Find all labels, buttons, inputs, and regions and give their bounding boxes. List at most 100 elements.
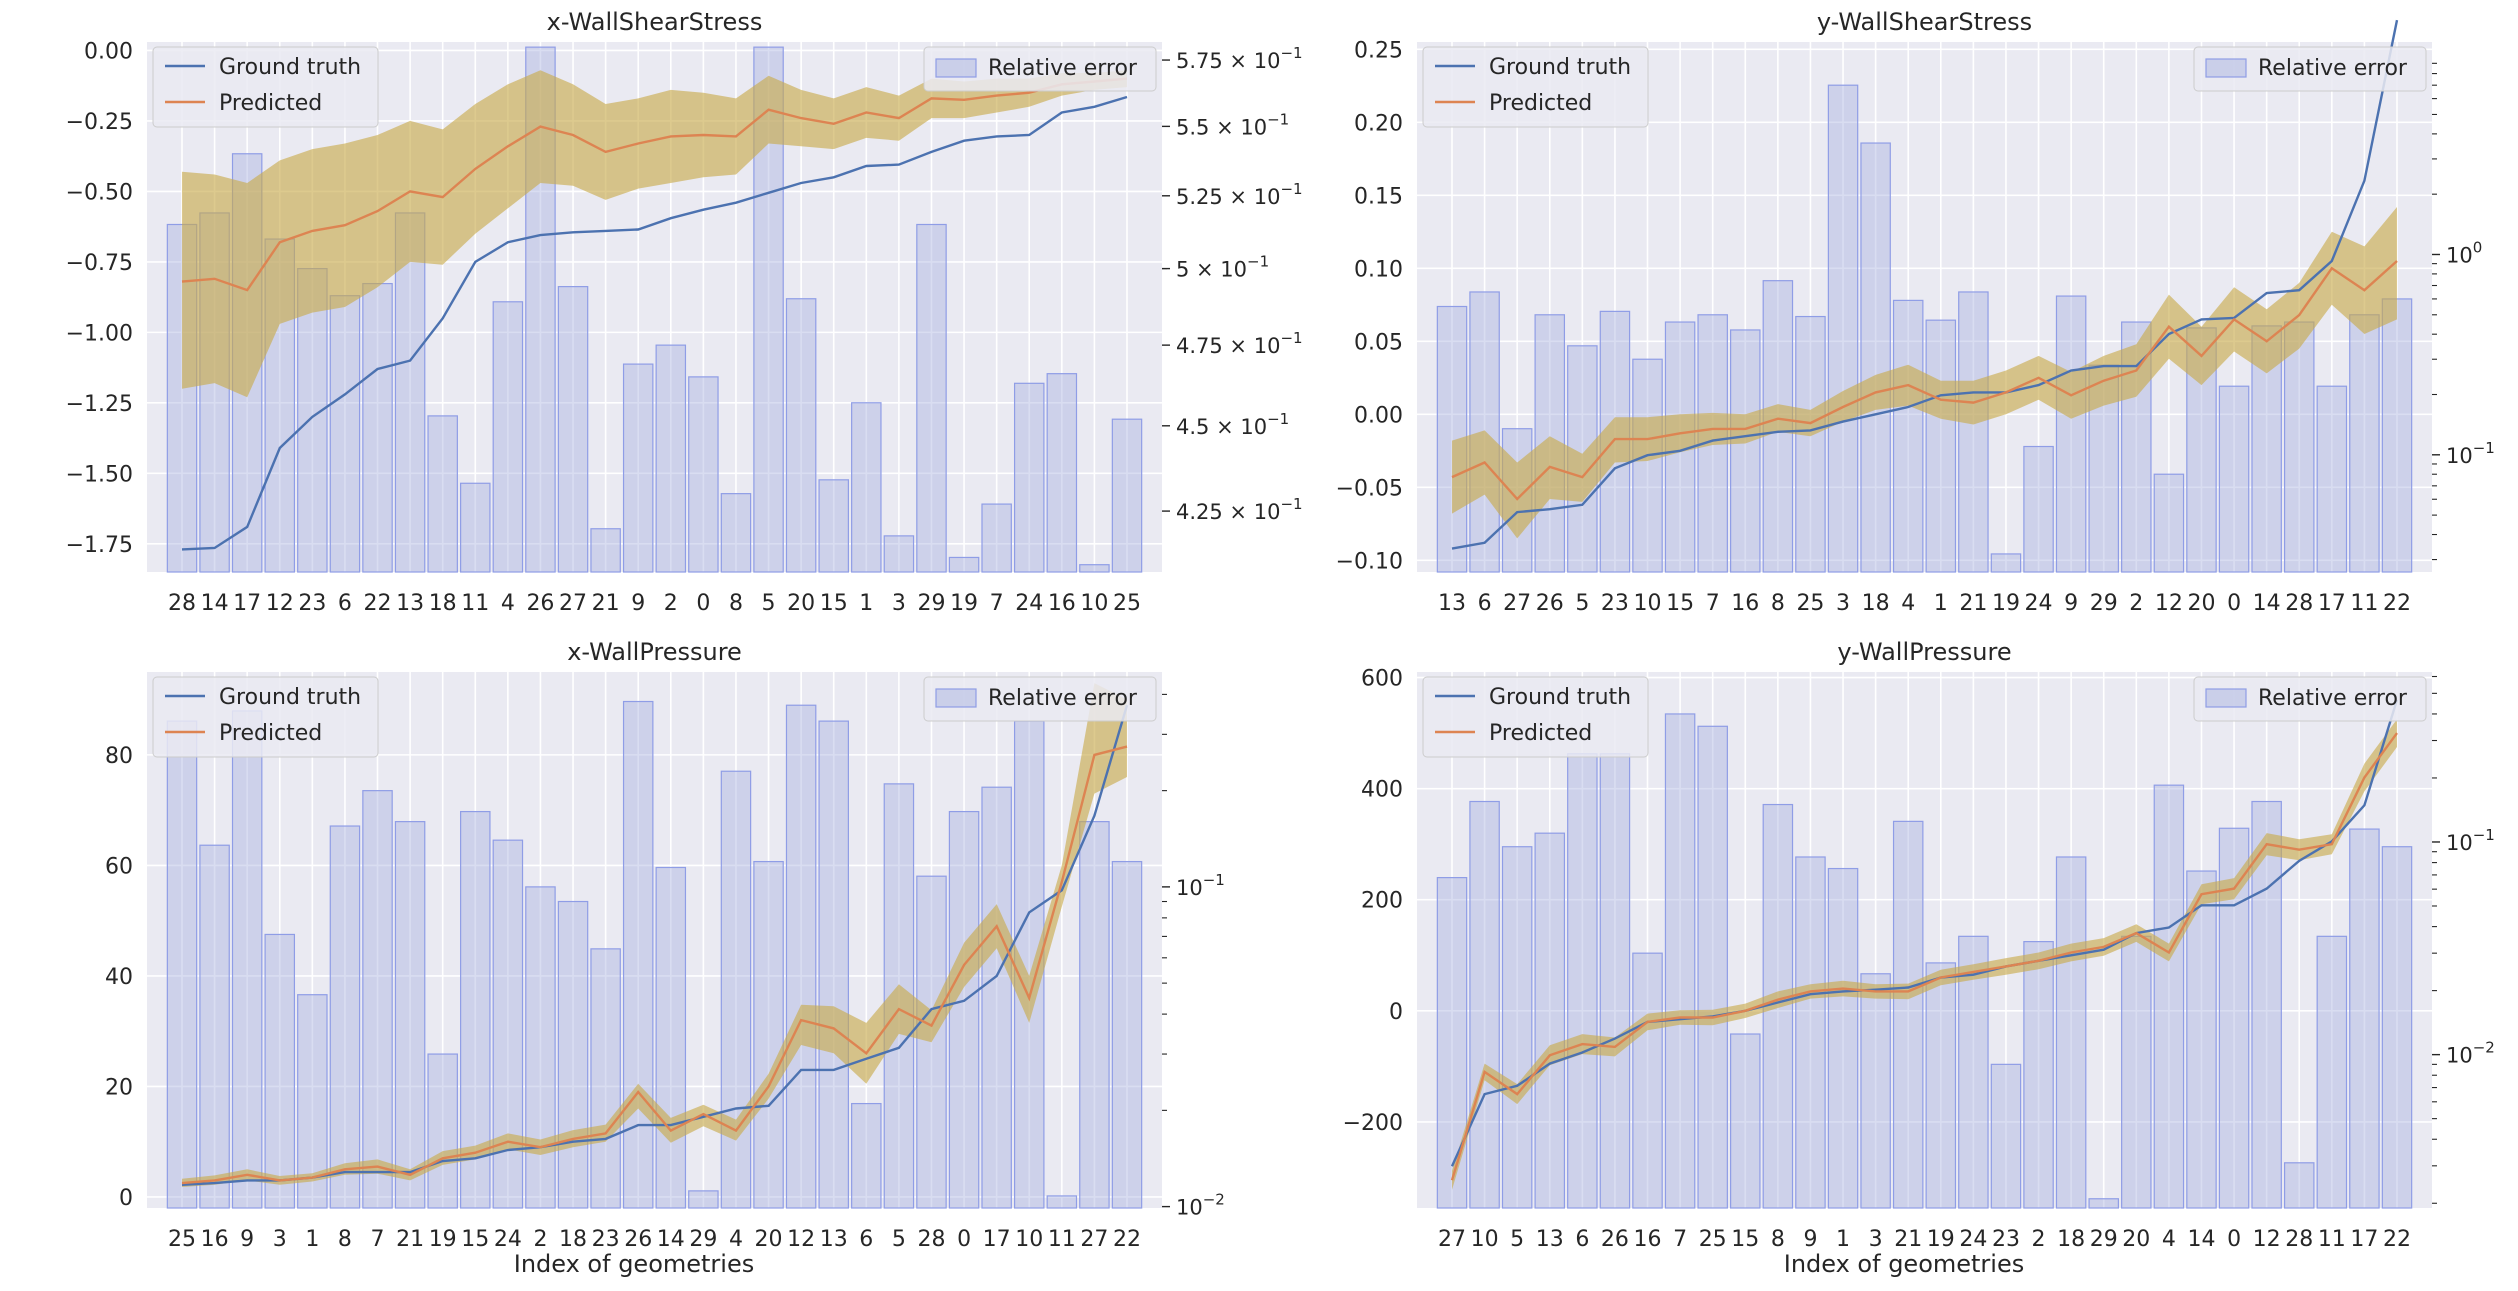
y-tick-label: 0.10 <box>1354 257 1403 282</box>
error-bar <box>1632 358 1663 573</box>
x-tick-label: 22 <box>1113 1227 1141 1252</box>
error-bar <box>394 821 426 1209</box>
x-tick-label: 23 <box>298 591 326 616</box>
error-bar <box>2153 784 2185 1209</box>
error-bar <box>1469 800 1500 1209</box>
x-tick-label: 12 <box>2155 591 2183 616</box>
error-bar <box>1795 315 1826 573</box>
y2-tick-exponent: −1 <box>2473 439 2495 457</box>
x-tick-label: 13 <box>396 591 424 616</box>
x-tick-label: 0 <box>957 1227 971 1252</box>
legend-lines: Ground truth Predicted <box>152 46 379 128</box>
x-tick-label: 18 <box>559 1227 587 1252</box>
x-tick-label: 5 <box>892 1227 906 1252</box>
x-axis-label-left: Index of geometries <box>514 1250 755 1278</box>
legend-label-predicted: Predicted <box>219 721 322 746</box>
y2-tick-label: 10−1 <box>2446 826 2495 855</box>
legend-box <box>152 676 379 758</box>
y-tick-label: 400 <box>1361 778 1403 803</box>
error-bar <box>655 344 687 573</box>
error-bar <box>264 933 296 1209</box>
x-tick-label: 13 <box>1438 591 1466 616</box>
x-tick-label: 15 <box>461 1227 489 1252</box>
x-tick-label: 19 <box>1992 591 2020 616</box>
y-tick-label: −0.05 <box>1336 476 1403 501</box>
y-tick-label: 20 <box>105 1075 133 1100</box>
error-bar <box>1860 142 1891 573</box>
legend-lines: Ground truth Predicted <box>152 676 379 758</box>
error-bar <box>1534 832 1566 1209</box>
x-tick-label: 22 <box>2383 591 2411 616</box>
error-bar <box>329 295 361 573</box>
legend-bars: Relative error <box>2193 46 2427 92</box>
x-tick-label: 8 <box>1771 1227 1785 1252</box>
x-tick-label: 19 <box>950 591 978 616</box>
plot-area <box>1417 672 2432 1208</box>
error-bar <box>1990 553 2022 573</box>
error-bar <box>166 720 198 1209</box>
error-bar <box>1079 564 1110 573</box>
error-bar <box>981 786 1012 1209</box>
y2-tick-mantissa: 10 <box>2446 243 2473 267</box>
x-tick-label: 28 <box>2285 1227 2313 1252</box>
legend-swatch-relative-error <box>935 688 977 708</box>
legend-swatch-relative-error <box>2205 58 2247 78</box>
error-bar <box>688 1190 719 1209</box>
x-tick-label: 26 <box>1536 591 1564 616</box>
y2-tick-mantissa: 10 <box>1176 1196 1203 1220</box>
subplot-title: x-WallShearStress <box>547 8 763 36</box>
y2-tick-mantissa: 4.25 × 10 <box>1176 500 1280 524</box>
y2-tick-label: 10−2 <box>2446 1039 2495 1068</box>
x-tick-label: 24 <box>2025 591 2053 616</box>
error-bar <box>460 482 491 573</box>
x-tick-label: 28 <box>2285 591 2313 616</box>
x-tick-label: 9 <box>1803 1227 1817 1252</box>
error-bar <box>2186 870 2217 1209</box>
x-tick-label: 2 <box>664 591 678 616</box>
ground-truth-line <box>1450 699 2399 1167</box>
ground-truth-line <box>181 704 1129 1186</box>
error-bar <box>883 535 915 573</box>
error-bar <box>1046 373 1078 573</box>
error-bar <box>720 770 752 1209</box>
x-tick-label: 25 <box>1699 1227 1727 1252</box>
x-tick-label: 5 <box>1575 591 1589 616</box>
x-tick-label: 17 <box>2350 1227 2378 1252</box>
x-tick-label: 25 <box>168 1227 196 1252</box>
error-bar <box>851 402 882 573</box>
x-tick-label: 24 <box>1015 591 1043 616</box>
x-tick-label: 23 <box>1601 591 1629 616</box>
y2-tick-label: 5.5 × 10−1 <box>1176 110 1289 139</box>
error-bar <box>1013 382 1045 573</box>
error-bar <box>2349 314 2380 573</box>
x-tick-label: 17 <box>983 1227 1011 1252</box>
y-tick-label: 0 <box>119 1186 133 1211</box>
error-bar <box>2251 800 2282 1209</box>
y-tick-label: 600 <box>1361 667 1403 692</box>
error-bar <box>1860 973 1891 1209</box>
y2-tick-exponent: −1 <box>1280 44 1302 62</box>
x-tick-label: 27 <box>559 591 587 616</box>
legend-swatch-relative-error <box>935 58 977 78</box>
x-tick-label: 16 <box>1634 1227 1662 1252</box>
y2-tick-mantissa: 10 <box>2446 444 2473 468</box>
x-tick-label: 14 <box>2187 1227 2215 1252</box>
x-tick-label: 28 <box>917 1227 945 1252</box>
error-bar <box>394 212 426 573</box>
error-bar <box>199 844 230 1209</box>
error-bar <box>1958 935 1989 1209</box>
legend-box <box>923 46 1157 92</box>
error-bar <box>851 1102 882 1209</box>
x-tick-label: 14 <box>201 591 229 616</box>
x-tick-label: 14 <box>657 1227 685 1252</box>
y2-tick-label: 4.75 × 10−1 <box>1176 329 1303 358</box>
prediction-band <box>182 70 1127 398</box>
error-bar <box>2381 298 2413 573</box>
y2-tick-exponent: −1 <box>1247 253 1269 271</box>
x-tick-label: 12 <box>787 1227 815 1252</box>
y2-tick-exponent: −1 <box>1280 495 1302 513</box>
error-bar <box>948 556 980 573</box>
x-tick-label: 3 <box>1869 1227 1883 1252</box>
